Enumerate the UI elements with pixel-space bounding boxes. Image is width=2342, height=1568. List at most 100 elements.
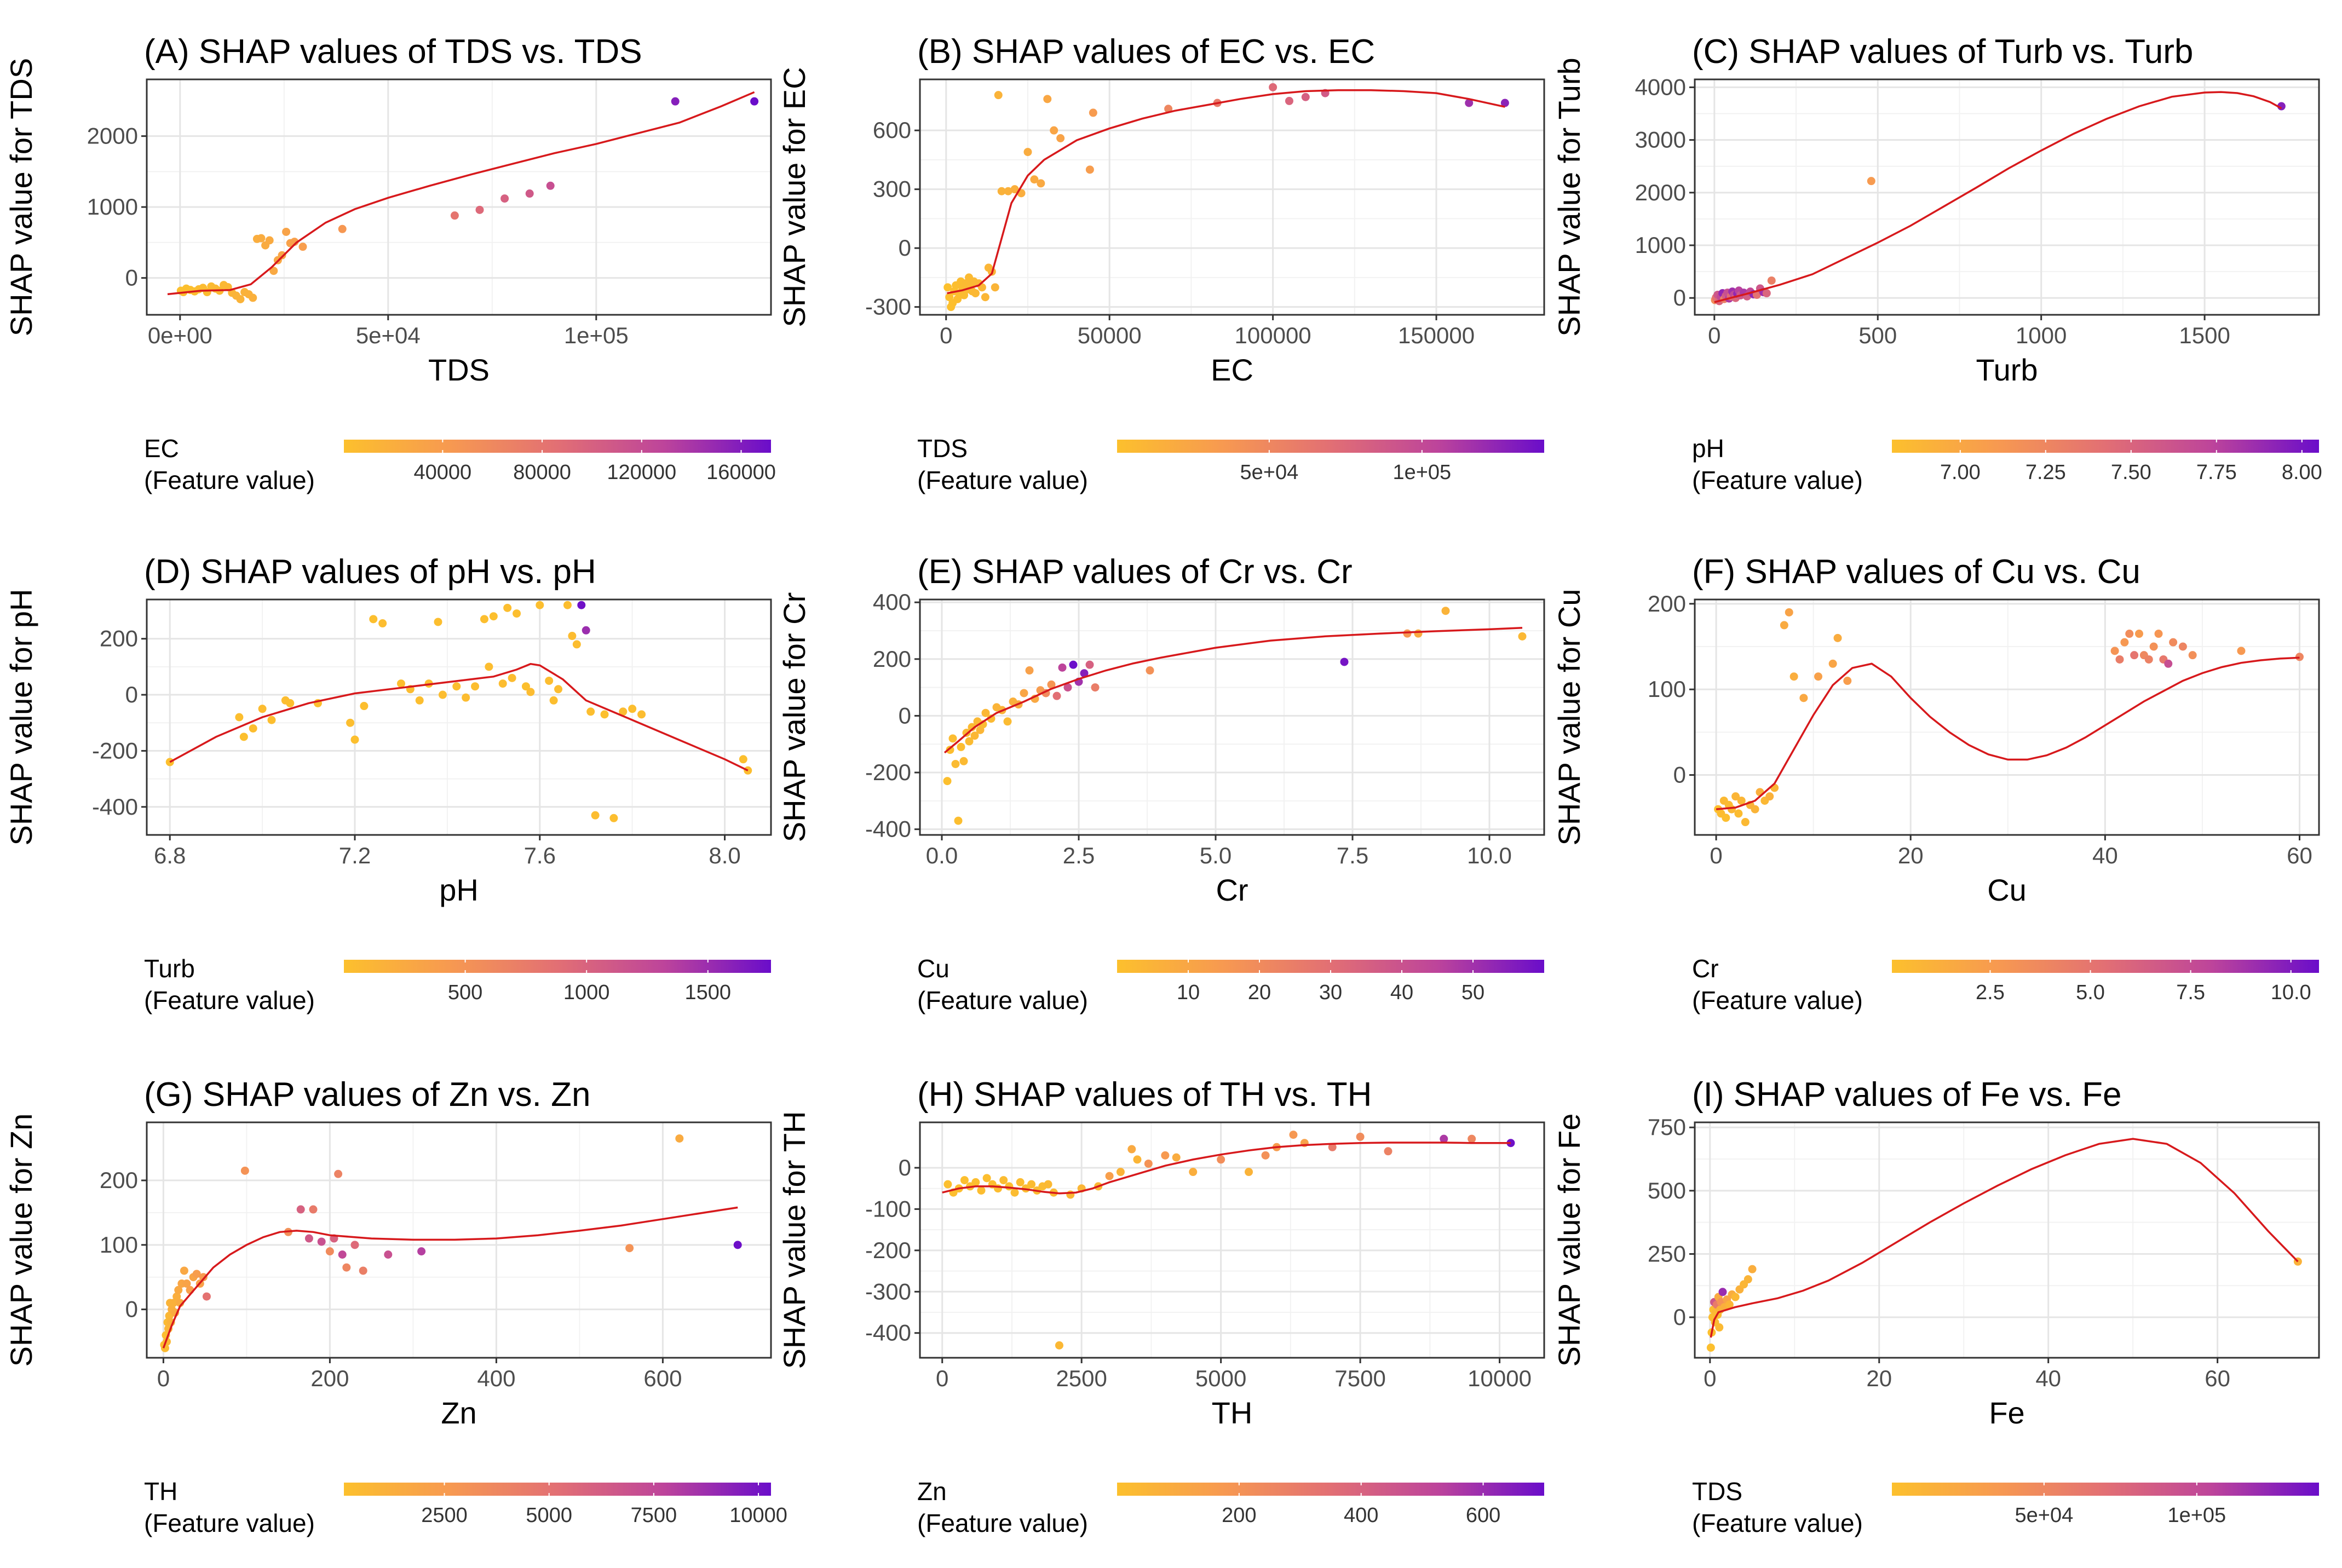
panel-border — [919, 598, 1545, 836]
data-point — [994, 1184, 1002, 1193]
plot-area — [1695, 79, 2319, 315]
colorbar-tick-label: 5e+04 — [1240, 461, 1298, 484]
data-point — [513, 609, 521, 618]
data-point — [350, 1241, 359, 1249]
x-tick-label: 7.6 — [524, 843, 556, 868]
y-tick-label: 2000 — [1635, 180, 1686, 205]
panel-title: (D) SHAP values of pH vs. pH — [144, 553, 596, 591]
colorbar-tick-label: 7.00 — [1940, 461, 1981, 484]
x-axis-label: Fe — [1989, 1396, 2024, 1430]
x-tick-label: 10000 — [1468, 1365, 1532, 1391]
data-point — [970, 731, 979, 740]
legend-title: Cu — [917, 954, 950, 983]
data-point — [671, 97, 680, 106]
colorbar-tick-label: 80000 — [513, 461, 571, 484]
plot-area — [920, 79, 1544, 315]
data-point — [2237, 647, 2246, 655]
panel-e: 0.0 2.5 5.0 7.5 10.0 -400 -200 0 200 400(E) SHAP … — [777, 553, 1545, 1014]
colorbar-tick-label: 7.25 — [2025, 461, 2066, 484]
panel-g: 0 200 400 600 0 100 200 (G) SHAP values of Zn v… — [4, 1076, 787, 1537]
panel-border — [1694, 598, 2320, 836]
colorbar-tick-label: 7500 — [631, 1504, 677, 1527]
data-point — [296, 1205, 305, 1214]
panel-i: 0 20 40 60 0 250 500 750(I) SHAP values of Fe v… — [1552, 1076, 2320, 1537]
x-tick-label: 7.2 — [339, 843, 371, 868]
data-point — [462, 693, 470, 702]
data-point — [1261, 1151, 1270, 1160]
data-point — [619, 707, 628, 716]
data-point — [1843, 677, 1852, 685]
colorbar-legend: Turb (Feature value) 500 1000 1500 — [144, 954, 771, 1014]
panel-border — [1694, 78, 2320, 316]
data-point — [1285, 96, 1293, 105]
y-axis-label: SHAP value for pH — [4, 589, 38, 846]
colorbar-legend: TDS (Feature value) 5e+04 1e+05 — [917, 434, 1544, 494]
data-point — [350, 735, 359, 744]
colorbar-legend: TH (Feature value) 2500 5000 7500 10000 — [144, 1477, 787, 1537]
data-point — [991, 283, 999, 292]
data-point — [1055, 1341, 1063, 1350]
colorbar-tick-label: 40 — [1390, 981, 1413, 1004]
y-tick-label: 100 — [1648, 676, 1686, 702]
data-point — [1189, 1168, 1198, 1177]
panel-border — [1694, 1121, 2320, 1359]
data-point — [1056, 134, 1065, 142]
colorbar-tick-label: 10.0 — [2271, 981, 2311, 1004]
data-point — [948, 734, 957, 743]
colorbar-tick-label: 5e+04 — [2015, 1504, 2073, 1527]
x-axis-label: Cu — [1987, 873, 2027, 907]
x-tick-label: 200 — [310, 1365, 349, 1391]
data-point — [278, 251, 286, 260]
data-point — [384, 1250, 393, 1259]
data-point — [172, 1292, 181, 1301]
panel-title: (B) SHAP values of EC vs. EC — [917, 33, 1375, 71]
data-point — [2149, 642, 2158, 651]
data-point — [954, 816, 963, 825]
data-point — [239, 733, 248, 741]
data-point — [317, 1237, 326, 1246]
data-point — [2110, 647, 2119, 655]
colorbar — [1117, 440, 1544, 453]
data-point — [1003, 717, 1012, 726]
data-point — [286, 699, 295, 707]
x-tick-label: 7500 — [1334, 1365, 1385, 1391]
data-point — [959, 757, 968, 765]
data-point — [982, 1174, 991, 1183]
x-tick-label: 8.0 — [709, 843, 740, 868]
colorbar-legend: Cu (Feature value) 10 20 30 40 50 — [917, 954, 1544, 1014]
data-point — [981, 708, 990, 717]
data-point — [943, 777, 952, 786]
x-tick-label: 6.8 — [154, 843, 186, 868]
data-point — [943, 283, 952, 292]
y-tick-label: 750 — [1648, 1114, 1686, 1140]
x-tick-label: 10.0 — [1467, 843, 1512, 868]
data-point — [160, 1344, 169, 1352]
data-point — [600, 710, 609, 719]
y-tick-label: 0 — [125, 1296, 138, 1322]
data-point — [1506, 1139, 1515, 1148]
plot-area — [147, 79, 771, 315]
colorbar — [1892, 1483, 2319, 1496]
x-tick-label: 0 — [940, 322, 952, 348]
y-tick-label: 100 — [100, 1232, 138, 1258]
y-tick-label: -200 — [865, 1237, 911, 1263]
colorbar-tick-label: 2500 — [421, 1504, 468, 1527]
data-point — [1161, 1151, 1170, 1160]
data-point — [750, 97, 759, 106]
legend-title: EC — [144, 434, 179, 463]
smooth-trend-line — [162, 1206, 738, 1348]
data-point — [545, 676, 554, 685]
data-point — [1005, 1182, 1014, 1191]
data-point — [977, 1186, 986, 1195]
data-point — [960, 1176, 969, 1185]
colorbar-tick-label: 1e+05 — [2167, 1504, 2226, 1527]
data-point — [1146, 666, 1154, 675]
data-point — [334, 1169, 343, 1178]
data-point — [1052, 691, 1061, 700]
data-point — [1016, 1178, 1025, 1186]
data-point — [1340, 658, 1349, 666]
data-point — [1245, 1168, 1253, 1177]
data-point — [1004, 187, 1012, 195]
colorbar-tick-label: 1000 — [563, 981, 610, 1004]
colorbar-tick-label: 600 — [1466, 1504, 1500, 1527]
